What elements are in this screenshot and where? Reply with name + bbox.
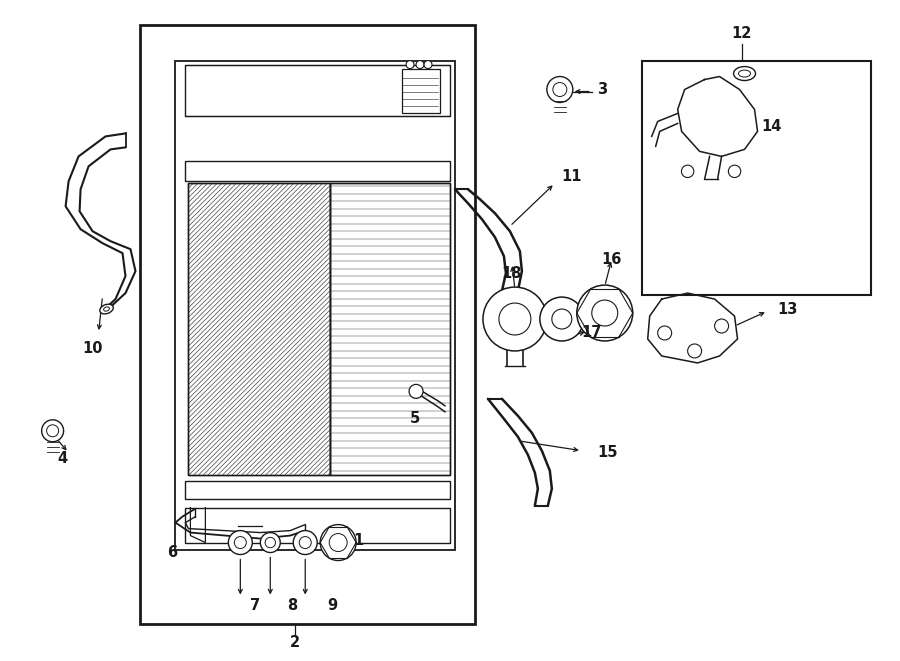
Circle shape: [681, 165, 694, 178]
Text: 10: 10: [82, 342, 103, 356]
Ellipse shape: [104, 307, 110, 311]
Bar: [402, 69, 440, 114]
Circle shape: [41, 420, 64, 442]
Text: 15: 15: [598, 446, 618, 460]
Text: 16: 16: [601, 252, 622, 266]
Circle shape: [483, 287, 547, 351]
Circle shape: [540, 297, 584, 341]
Ellipse shape: [734, 67, 755, 81]
Bar: [188, 183, 330, 475]
Text: 13: 13: [778, 301, 797, 317]
Circle shape: [329, 533, 347, 551]
Bar: [642, 61, 871, 295]
Text: 2: 2: [290, 635, 301, 650]
Text: 1: 1: [353, 533, 364, 548]
Ellipse shape: [100, 304, 113, 314]
Text: 8: 8: [287, 598, 297, 613]
Circle shape: [266, 537, 275, 548]
Circle shape: [299, 537, 311, 549]
Circle shape: [424, 61, 432, 69]
Text: 9: 9: [327, 598, 338, 613]
Circle shape: [547, 77, 572, 102]
Bar: [185, 508, 450, 543]
Circle shape: [410, 385, 423, 399]
Circle shape: [688, 344, 702, 358]
Circle shape: [260, 533, 280, 553]
Circle shape: [234, 537, 247, 549]
Text: 17: 17: [581, 325, 602, 340]
Ellipse shape: [739, 70, 751, 77]
Circle shape: [229, 531, 252, 555]
Text: 18: 18: [501, 266, 522, 281]
Bar: [188, 183, 330, 475]
Bar: [176, 61, 455, 549]
Circle shape: [553, 83, 567, 97]
Bar: [140, 24, 475, 625]
Circle shape: [658, 326, 671, 340]
Circle shape: [592, 300, 617, 326]
Text: 7: 7: [250, 598, 260, 613]
Circle shape: [715, 319, 729, 333]
Circle shape: [499, 303, 531, 335]
Text: 4: 4: [58, 451, 68, 466]
Text: 12: 12: [732, 26, 752, 41]
Circle shape: [728, 165, 741, 178]
Text: 11: 11: [562, 169, 582, 184]
Circle shape: [320, 525, 356, 561]
Text: 5: 5: [410, 411, 420, 426]
Circle shape: [406, 61, 414, 69]
Bar: [330, 183, 450, 475]
Bar: [185, 65, 450, 116]
Text: 14: 14: [761, 119, 782, 134]
Circle shape: [577, 285, 633, 341]
Circle shape: [416, 61, 424, 69]
Text: 6: 6: [167, 545, 177, 560]
Circle shape: [293, 531, 317, 555]
Bar: [330, 183, 450, 475]
Circle shape: [47, 425, 58, 437]
Circle shape: [552, 309, 572, 329]
Text: 3: 3: [597, 82, 607, 97]
Bar: [185, 481, 450, 498]
Bar: [185, 161, 450, 181]
